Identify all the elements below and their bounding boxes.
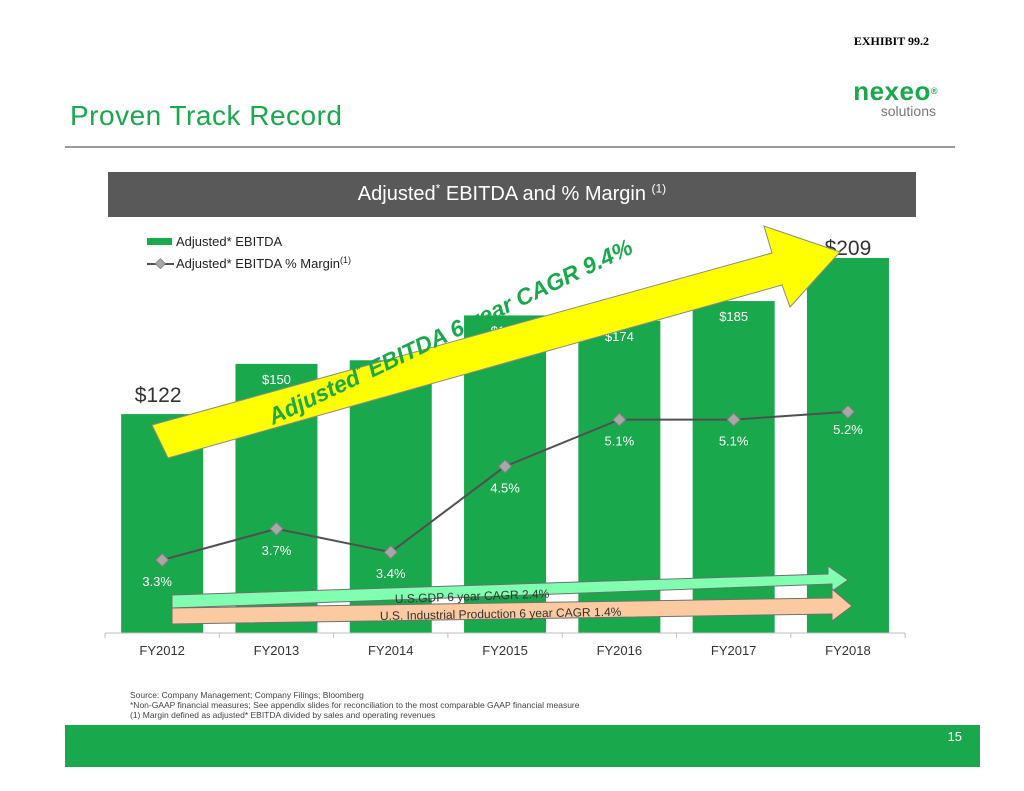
bar-value-label: $150 (262, 372, 291, 387)
chart-title-text-a: Adjusted (357, 183, 436, 205)
footer-bar: 15 (65, 725, 980, 767)
margin-point-FY2012 (155, 552, 170, 568)
logo-subtitle: solutions (880, 103, 936, 119)
chart-title-note: (1) (651, 181, 667, 196)
gdp-label: U.S.GDP 6 year CAGR 2.4% (395, 587, 550, 606)
margin-line-series (155, 404, 856, 568)
legend-bar-label: Adjusted* EBITDA (176, 234, 283, 249)
x-tick-label: FY2015 (482, 643, 528, 658)
x-tick-label: FY2014 (368, 643, 414, 658)
x-tick-label: FY2013 (254, 643, 300, 658)
page-number: 15 (947, 729, 962, 744)
bar-value-label: $185 (719, 309, 748, 324)
margin-point-FY2015 (497, 459, 513, 474)
margin-value-label: 3.3% (142, 574, 172, 589)
footnote-non-gaap: *Non-GAAP financial measures; See append… (130, 700, 580, 710)
margin-value-label: 4.5% (490, 480, 520, 495)
chart-title: Adjusted* EBITDA and % Margin (1) (108, 172, 916, 217)
x-tick-label: FY2018 (825, 643, 871, 658)
cagr-label-star: * (353, 361, 365, 377)
gdp-arrow (171, 565, 849, 609)
industrial-production-arrow (171, 587, 853, 625)
legend-line-label-sup: (1) (340, 255, 351, 265)
x-axis: FY2012 FY2013 FY2014 FY2015 FY2016 FY2017 FY20… (104, 632, 906, 658)
margin-value-label: 3.4% (376, 566, 406, 581)
margin-point-FY2017 (726, 412, 741, 427)
legend-line-marker (154, 257, 167, 270)
chart-title-star: * (435, 181, 441, 196)
margin-point-FY2018 (840, 404, 856, 419)
bar-FY2018 (806, 258, 889, 633)
margin-value-label: 3.7% (262, 543, 292, 558)
logo-name: nexeo (853, 76, 931, 106)
legend-line-label: Adjusted* EBITDA % Margin(1) (176, 255, 351, 271)
bar-value-label: $122 (135, 384, 182, 407)
macro-arrows: U.S.GDP 6 year CAGR 2.4% U.S. Industrial… (171, 565, 853, 625)
margin-labels: 3.3% 3.7% 3.4% 4.5% 5.1% 5.1% 5.2% (142, 422, 863, 589)
footnote-margin: (1) Margin defined as adjusted* EBITDA d… (130, 710, 436, 720)
x-tick-label: FY2017 (711, 643, 757, 658)
margin-point-FY2014 (383, 545, 398, 560)
legend-bar-swatch (147, 238, 172, 245)
page-title: Proven Track Record (70, 100, 343, 131)
logo-registered-mark: ® (930, 86, 938, 96)
footnote-source: Source: Company Management; Company Fili… (130, 690, 364, 700)
nexeo-logo: nexeo® solutions (838, 78, 938, 118)
industrial-production-label: U.S. Industrial Production 6 year CAGR 1… (380, 605, 622, 623)
title-divider (65, 146, 955, 148)
margin-value-label: 5.2% (833, 422, 863, 437)
cagr-arrow (151, 225, 841, 459)
legend: Adjusted* EBITDA Adjusted* EBITDA % Marg… (147, 234, 351, 271)
x-tick-label: FY2012 (139, 643, 185, 658)
exhibit-label: EXHIBIT 99.2 (853, 34, 929, 48)
margin-point-FY2016 (612, 412, 627, 427)
margin-value-label: 5.1% (605, 434, 635, 449)
margin-point-FY2013 (269, 521, 284, 536)
margin-value-label: 5.1% (719, 434, 749, 449)
footnotes: Source: Company Management; Company Fili… (130, 690, 579, 720)
x-tick-label: FY2016 (597, 643, 643, 658)
legend-line-label-text: Adjusted* EBITDA % Margin (176, 256, 340, 271)
chart-title-text-b: EBITDA and % Margin (440, 183, 652, 205)
